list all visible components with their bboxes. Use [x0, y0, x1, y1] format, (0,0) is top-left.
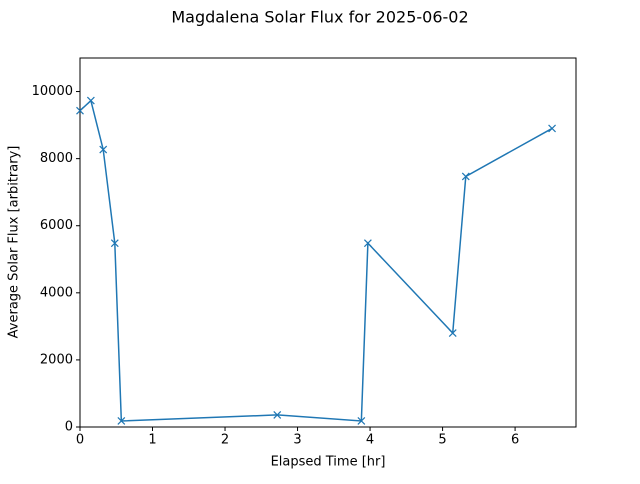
data-point	[363, 239, 372, 248]
x-tick-label: 6	[511, 433, 519, 448]
y-axis-label: Average Solar Flux [arbitrary]	[7, 146, 22, 339]
y-tick-label: 2000	[40, 352, 73, 367]
plot-frame	[79, 57, 577, 428]
data-point	[86, 96, 95, 105]
data-point	[273, 410, 282, 419]
y-tick-label: 0	[65, 420, 73, 435]
x-tick-label: 3	[293, 433, 301, 448]
data-point	[461, 172, 470, 181]
data-point	[448, 329, 457, 337]
x-axis-label: Elapsed Time [hr]	[271, 455, 386, 470]
data-point	[99, 145, 108, 154]
y-tick-label: 10000	[32, 84, 73, 99]
data-point	[110, 239, 119, 248]
data-point	[117, 417, 126, 425]
data-point	[357, 417, 366, 425]
y-tick-label: 4000	[40, 285, 73, 300]
data-point	[548, 124, 556, 133]
x-tick-label: 4	[366, 433, 374, 448]
x-tick-label: 1	[148, 433, 156, 448]
chart-title: Magdalena Solar Flux for 2025-06-02	[171, 8, 468, 27]
data-line	[79, 99, 553, 422]
y-tick-label: 6000	[40, 218, 73, 233]
x-tick-label: 0	[76, 433, 84, 448]
x-tick-label: 5	[438, 433, 446, 448]
data-point	[76, 106, 84, 115]
x-tick-label: 2	[221, 433, 229, 448]
y-tick-label: 8000	[40, 151, 73, 166]
